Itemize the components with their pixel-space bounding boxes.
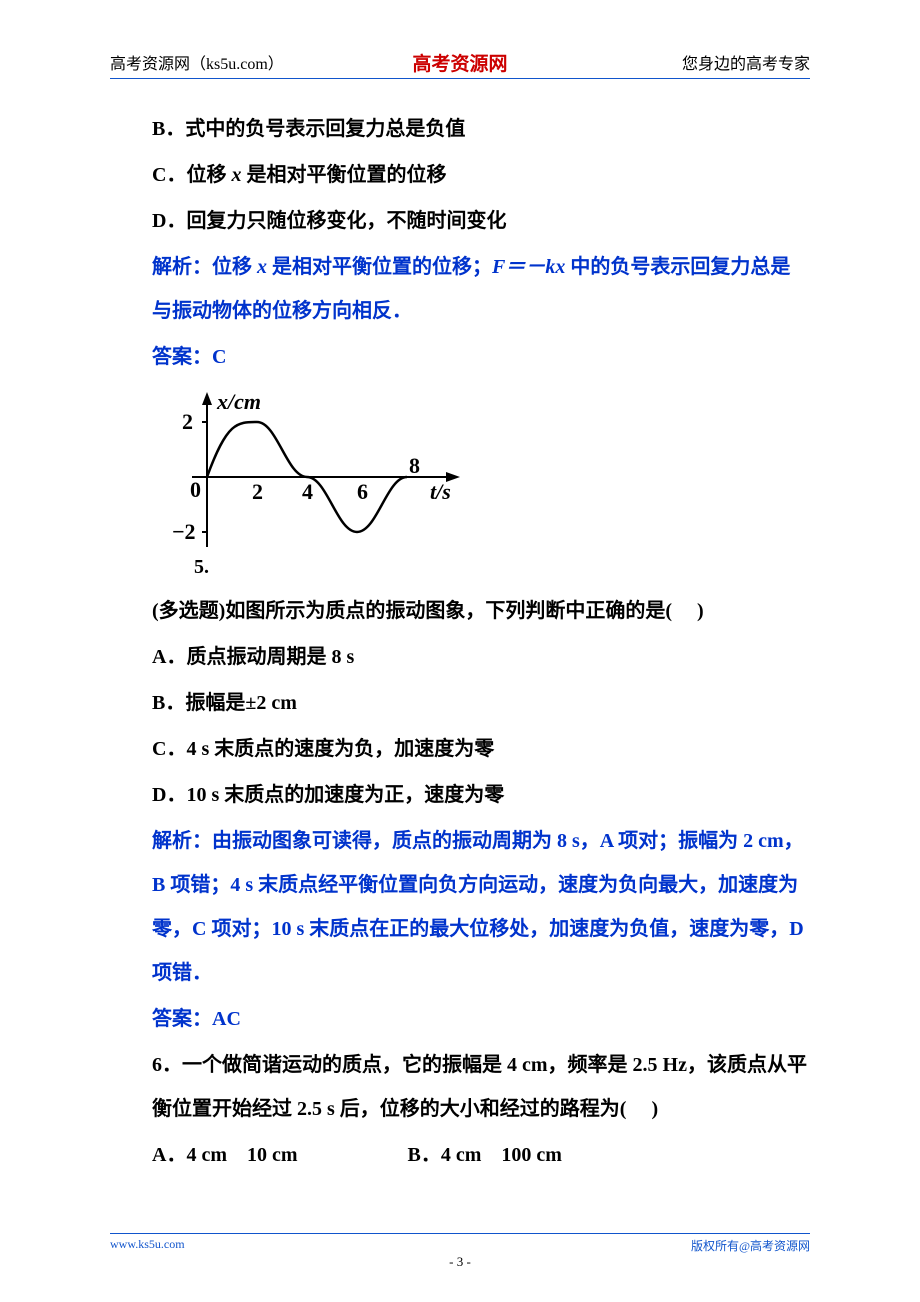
q5-prompt-pre: (多选题)如图所示为质点的振动图象，下列判断中正确的是( bbox=[152, 600, 672, 622]
q4-option-d: D．回复力只随位移变化，不随时间变化 bbox=[110, 199, 810, 243]
q5-answer: 答案：AC bbox=[110, 997, 810, 1041]
q5-option-d: D．10 s 末质点的加速度为正，速度为零 bbox=[110, 773, 810, 817]
q6-prompt: 6．一个做简谐运动的质点，它的振幅是 4 cm，频率是 2.5 Hz，该质点从平… bbox=[110, 1043, 810, 1131]
q5-explanation: 解析：由振动图象可读得，质点的振动周期为 8 s，A 项对；振幅为 2 cm，B… bbox=[110, 819, 810, 995]
q5-explanation-text: 解析：由振动图象可读得，质点的振动周期为 8 s，A 项对；振幅为 2 cm，B… bbox=[152, 819, 810, 995]
footer-right-copyright: 版权所有@高考资源网 bbox=[691, 1237, 810, 1254]
y-axis-label: x/cm bbox=[216, 389, 261, 414]
y-tick-top-label: 2 bbox=[182, 409, 193, 434]
x-tick-8: 8 bbox=[409, 453, 420, 478]
q5-prompt-post: ) bbox=[697, 600, 704, 622]
x-tick-6: 6 bbox=[357, 479, 368, 504]
page-footer: www.ks5u.com 版权所有@高考资源网 bbox=[110, 1233, 810, 1254]
origin-label: 0 bbox=[190, 477, 201, 502]
q6-option-b: B．4 cm 100 cm bbox=[408, 1144, 562, 1166]
q4-exp-pre: 解析：位移 bbox=[152, 256, 257, 278]
q6-prompt-post: ) bbox=[651, 1098, 658, 1120]
q5-option-a: A．质点振动周期是 8 s bbox=[110, 635, 810, 679]
q6-prompt-gap bbox=[626, 1098, 651, 1120]
x-tick-4: 4 bbox=[302, 479, 313, 504]
header-left-text: 高考资源网（ks5u.com） bbox=[110, 50, 284, 74]
header-center-title: 高考资源网 bbox=[412, 49, 507, 76]
q4-exp-formula: F＝－kx bbox=[492, 256, 565, 278]
q4-c-pre: C．位移 bbox=[152, 164, 231, 186]
q4-option-c: C．位移 x 是相对平衡位置的位移 bbox=[110, 153, 810, 197]
q4-c-post: 是相对平衡位置的位移 bbox=[241, 164, 446, 186]
q4-c-var: x bbox=[231, 164, 241, 186]
page-container: 高考资源网（ks5u.com） 高考资源网 您身边的高考专家 B．式中的负号表示… bbox=[0, 0, 920, 1302]
q4-exp-mid1: 是相对平衡位置的位移； bbox=[267, 256, 492, 278]
page-header: 高考资源网（ks5u.com） 高考资源网 您身边的高考专家 bbox=[110, 50, 810, 79]
q6-prompt-pre: 6．一个做简谐运动的质点，它的振幅是 4 cm，频率是 2.5 Hz，该质点从平… bbox=[152, 1054, 807, 1120]
y-axis-arrow-icon bbox=[202, 392, 212, 405]
q6-option-a: A．4 cm 10 cm bbox=[152, 1144, 298, 1166]
q4-exp-var-x: x bbox=[257, 256, 267, 278]
q5-prompt-gap bbox=[672, 600, 697, 622]
q5-option-c: C．4 s 末质点的速度为负，加速度为零 bbox=[110, 727, 810, 771]
footer-left-url: www.ks5u.com bbox=[110, 1237, 185, 1254]
x-tick-2: 2 bbox=[252, 479, 263, 504]
sine-graph-svg: x/cm 2 −2 0 2 4 6 8 t/s bbox=[152, 387, 482, 567]
main-content: B．式中的负号表示回复力总是负值 C．位移 x 是相对平衡位置的位移 D．回复力… bbox=[110, 107, 810, 1177]
q4-explanation: 解析：位移 x 是相对平衡位置的位移；F＝－kx 中的负号表示回复力总是与振动物… bbox=[110, 245, 810, 333]
q6-options-ab: A．4 cm 10 cm B．4 cm 100 cm bbox=[110, 1133, 810, 1177]
q4-option-b: B．式中的负号表示回复力总是负值 bbox=[110, 107, 810, 151]
page-number: - 3 - bbox=[449, 1254, 471, 1270]
sine-graph-container: x/cm 2 −2 0 2 4 6 8 t/s 5. bbox=[152, 387, 810, 583]
q4-answer: 答案：C bbox=[110, 335, 810, 379]
q5-prompt: (多选题)如图所示为质点的振动图象，下列判断中正确的是( ) bbox=[110, 589, 810, 633]
header-right-text: 您身边的高考专家 bbox=[682, 50, 810, 74]
q5-number: 5. bbox=[194, 545, 209, 589]
q5-option-b: B．振幅是±2 cm bbox=[110, 681, 810, 725]
y-tick-bottom-label: −2 bbox=[172, 519, 196, 544]
x-axis-label: t/s bbox=[430, 479, 451, 504]
